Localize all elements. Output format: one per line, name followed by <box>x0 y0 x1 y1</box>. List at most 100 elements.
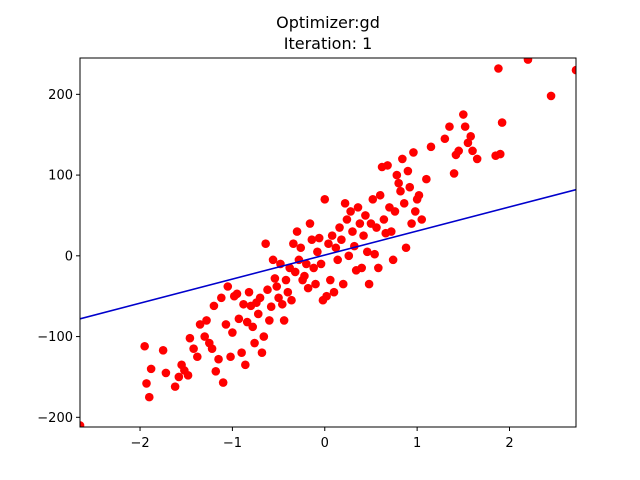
data-point <box>407 219 416 228</box>
data-point <box>283 287 293 297</box>
data-point <box>422 174 431 184</box>
data-point <box>417 215 427 224</box>
data-point <box>468 146 477 156</box>
data-point <box>403 166 413 176</box>
data-point <box>228 328 237 337</box>
data-point <box>200 332 209 341</box>
data-point <box>185 333 195 343</box>
data-point <box>248 322 258 332</box>
data-point <box>305 219 315 228</box>
data-point <box>348 227 357 236</box>
data-point <box>335 223 344 232</box>
data-point <box>290 267 300 277</box>
data-point <box>372 223 381 232</box>
data-point <box>359 231 368 240</box>
x-axis: −2 −1 0 1 2 <box>130 427 514 451</box>
data-point <box>146 364 156 374</box>
data-point <box>362 247 372 257</box>
data-point <box>140 341 149 351</box>
data-point <box>396 186 405 196</box>
data-point <box>250 338 259 348</box>
data-point <box>257 348 267 358</box>
data-point <box>353 203 363 212</box>
data-point <box>272 282 282 291</box>
data-point <box>244 287 254 297</box>
data-point <box>454 146 463 156</box>
data-point <box>370 249 379 259</box>
data-point <box>394 178 403 188</box>
y-tick-label: 0 <box>65 249 73 264</box>
data-point <box>313 247 322 257</box>
data-point <box>414 190 424 200</box>
data-point <box>314 233 324 243</box>
data-point <box>337 235 346 244</box>
data-point <box>274 293 283 303</box>
data-point <box>80 421 85 427</box>
data-point <box>426 142 436 152</box>
data-point <box>217 293 226 303</box>
data-point <box>357 263 367 273</box>
data-point <box>383 161 392 170</box>
data-point <box>460 122 470 131</box>
data-point <box>449 169 459 178</box>
y-tick-label: −200 <box>37 411 73 426</box>
data-point <box>218 378 228 387</box>
y-tick-label: −100 <box>37 330 73 345</box>
regression-line <box>80 188 576 320</box>
data-point <box>331 243 341 253</box>
data-point <box>333 255 342 265</box>
data-point <box>459 110 468 119</box>
data-point <box>375 190 385 200</box>
data-point <box>399 199 409 208</box>
y-tick-label: 200 <box>48 88 73 103</box>
data-point <box>301 259 311 269</box>
chart-title-line2: Iteration: 1 <box>284 34 373 53</box>
data-point <box>277 299 287 309</box>
data-point <box>289 239 298 249</box>
data-point <box>183 371 193 380</box>
data-point <box>388 255 398 265</box>
data-point <box>158 345 168 355</box>
data-point <box>374 263 383 273</box>
data-point <box>144 392 154 402</box>
data-point <box>263 285 272 295</box>
data-point <box>270 274 280 283</box>
data-point <box>259 332 269 341</box>
data-point <box>355 219 365 228</box>
data-point <box>265 316 274 325</box>
scatter-points <box>80 58 576 427</box>
data-point <box>311 279 320 289</box>
data-point <box>142 379 151 388</box>
data-point <box>463 138 473 148</box>
data-point <box>214 354 223 364</box>
data-point <box>344 251 354 261</box>
data-point <box>320 195 330 204</box>
data-point <box>161 368 171 378</box>
data-point <box>303 283 313 293</box>
regression-line-layer <box>80 188 576 320</box>
data-point <box>342 215 352 224</box>
data-point <box>364 279 374 289</box>
data-point <box>322 291 331 301</box>
data-point <box>340 199 350 208</box>
data-point <box>281 275 291 285</box>
data-point <box>202 316 211 325</box>
data-point <box>329 287 339 297</box>
data-point <box>207 344 217 353</box>
data-point <box>226 352 235 362</box>
data-point <box>390 207 400 216</box>
data-point <box>379 215 389 224</box>
data-point <box>346 207 355 216</box>
x-tick-label: 0 <box>321 436 329 451</box>
data-point <box>232 289 242 299</box>
data-point <box>239 299 248 309</box>
data-point <box>327 231 337 240</box>
data-point <box>523 58 533 64</box>
data-point <box>466 132 476 141</box>
data-point <box>253 309 263 319</box>
chart-title-line1: Optimizer:gd <box>276 13 380 32</box>
data-point <box>279 316 289 325</box>
data-point <box>261 239 270 249</box>
data-point <box>571 65 576 75</box>
